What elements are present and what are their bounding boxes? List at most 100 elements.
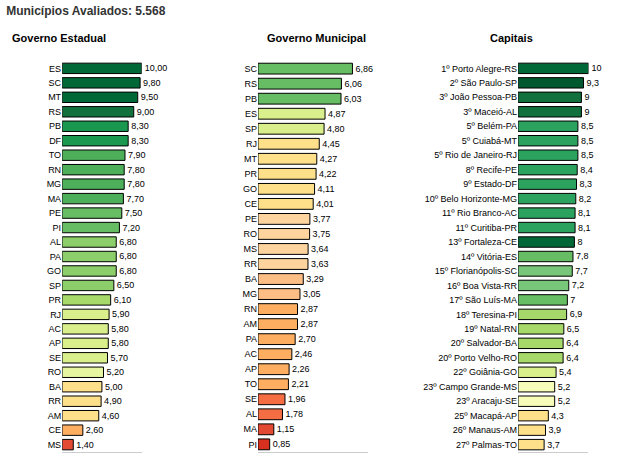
svg-text:2,87: 2,87 xyxy=(301,304,319,314)
svg-text:RR: RR xyxy=(244,259,257,269)
svg-text:BA: BA xyxy=(245,274,257,284)
svg-text:MG: MG xyxy=(242,289,257,299)
svg-text:8,5: 8,5 xyxy=(581,121,594,131)
svg-text:8,1: 8,1 xyxy=(578,223,591,233)
svg-text:16º Boa Vista-RR: 16º Boa Vista-RR xyxy=(447,281,518,291)
svg-text:AC: AC xyxy=(244,349,257,359)
svg-text:6,50: 6,50 xyxy=(117,280,135,290)
svg-text:2,26: 2,26 xyxy=(292,364,310,374)
svg-text:4,87: 4,87 xyxy=(328,109,346,119)
svg-text:10º Belo Horizonte-MG: 10º Belo Horizonte-MG xyxy=(425,194,517,204)
svg-text:8,1: 8,1 xyxy=(578,208,591,218)
svg-text:8: 8 xyxy=(577,237,582,247)
svg-text:9,50: 9,50 xyxy=(141,92,159,102)
svg-text:5,70: 5,70 xyxy=(110,353,128,363)
svg-text:Governo Municipal: Governo Municipal xyxy=(267,32,366,44)
svg-text:18º Teresina-PI: 18º Teresina-PI xyxy=(456,310,517,320)
svg-text:SE: SE xyxy=(245,394,257,404)
svg-text:1,96: 1,96 xyxy=(288,394,306,404)
svg-text:RJ: RJ xyxy=(50,310,61,320)
svg-text:14º Vitória-ES: 14º Vitória-ES xyxy=(461,252,517,262)
svg-text:5,90: 5,90 xyxy=(112,309,130,319)
svg-text:1,78: 1,78 xyxy=(285,409,303,419)
svg-text:7,2: 7,2 xyxy=(572,280,585,290)
svg-text:SE: SE xyxy=(49,353,61,363)
svg-text:4,45: 4,45 xyxy=(322,139,340,149)
svg-text:9,80: 9,80 xyxy=(143,78,161,88)
svg-text:6,80: 6,80 xyxy=(119,237,137,247)
svg-text:PR: PR xyxy=(244,169,257,179)
svg-text:9: 9 xyxy=(584,107,589,117)
svg-text:5,80: 5,80 xyxy=(111,324,129,334)
svg-text:3,29: 3,29 xyxy=(306,274,324,284)
svg-text:7,80: 7,80 xyxy=(127,179,145,189)
svg-text:27º Palmas-TO: 27º Palmas-TO xyxy=(456,440,517,450)
svg-text:4,27: 4,27 xyxy=(320,154,338,164)
svg-text:7,7: 7,7 xyxy=(575,266,588,276)
svg-text:AL: AL xyxy=(50,237,61,247)
svg-text:3,05: 3,05 xyxy=(303,289,321,299)
svg-text:RN: RN xyxy=(244,304,257,314)
svg-text:0,85: 0,85 xyxy=(273,439,291,449)
svg-text:2º São Paulo-SP: 2º São Paulo-SP xyxy=(450,78,517,88)
svg-text:10: 10 xyxy=(591,63,601,73)
svg-text:22º Goiânia-GO: 22º Goiânia-GO xyxy=(453,367,517,377)
svg-text:1,40: 1,40 xyxy=(76,440,94,450)
svg-text:PB: PB xyxy=(49,121,61,131)
svg-text:8,30: 8,30 xyxy=(131,121,149,131)
svg-text:4,80: 4,80 xyxy=(327,124,345,134)
svg-text:9º Estado-DF: 9º Estado-DF xyxy=(463,179,517,189)
svg-text:7,90: 7,90 xyxy=(128,150,146,160)
svg-text:3,7: 3,7 xyxy=(547,440,560,450)
svg-text:SP: SP xyxy=(245,124,257,134)
svg-text:6,06: 6,06 xyxy=(344,79,362,89)
svg-text:PI: PI xyxy=(53,223,62,233)
svg-text:MA: MA xyxy=(48,194,62,204)
svg-text:2,60: 2,60 xyxy=(86,425,104,435)
svg-text:19º Natal-RN: 19º Natal-RN xyxy=(464,324,517,334)
svg-text:AP: AP xyxy=(245,364,257,374)
svg-text:15º Florianópolis-SC: 15º Florianópolis-SC xyxy=(435,266,518,276)
svg-text:6,80: 6,80 xyxy=(119,266,137,276)
svg-text:10,00: 10,00 xyxy=(145,63,168,73)
svg-text:6,4: 6,4 xyxy=(566,353,579,363)
svg-text:5,2: 5,2 xyxy=(558,382,571,392)
svg-text:8,4: 8,4 xyxy=(580,165,593,175)
svg-text:20º Salvador-BA: 20º Salvador-BA xyxy=(451,338,517,348)
svg-text:1º Porto Alegre-RS: 1º Porto Alegre-RS xyxy=(441,64,517,74)
svg-text:7,20: 7,20 xyxy=(122,223,140,233)
svg-text:6,9: 6,9 xyxy=(570,309,583,319)
svg-text:RN: RN xyxy=(48,165,61,175)
svg-text:4,3: 4,3 xyxy=(551,411,564,421)
svg-text:SC: SC xyxy=(49,78,62,88)
svg-text:5º Cuiabá-MT: 5º Cuiabá-MT xyxy=(462,136,518,146)
svg-text:RR: RR xyxy=(48,396,61,406)
svg-text:PB: PB xyxy=(245,94,257,104)
svg-text:26º Manaus-AM: 26º Manaus-AM xyxy=(453,425,517,435)
svg-text:4,90: 4,90 xyxy=(104,396,122,406)
svg-text:6,80: 6,80 xyxy=(119,251,137,261)
svg-text:DF: DF xyxy=(49,136,61,146)
svg-text:5,00: 5,00 xyxy=(105,382,123,392)
svg-text:17º São Luís-MA: 17º São Luís-MA xyxy=(449,295,517,305)
svg-text:3,77: 3,77 xyxy=(313,214,331,224)
svg-text:6,86: 6,86 xyxy=(355,64,373,74)
svg-text:3,9: 3,9 xyxy=(549,425,562,435)
svg-text:1,15: 1,15 xyxy=(277,424,295,434)
svg-text:SC: SC xyxy=(244,64,257,74)
svg-text:7,8: 7,8 xyxy=(576,251,589,261)
svg-text:MT: MT xyxy=(48,92,61,102)
svg-text:MS: MS xyxy=(48,440,62,450)
svg-text:2,21: 2,21 xyxy=(291,379,309,389)
svg-text:PA: PA xyxy=(50,252,61,262)
svg-text:20º Porto Velho-RO: 20º Porto Velho-RO xyxy=(438,353,517,363)
svg-text:3,63: 3,63 xyxy=(311,259,329,269)
svg-text:MA: MA xyxy=(243,424,257,434)
svg-text:7: 7 xyxy=(570,295,575,305)
svg-text:Municípios Avaliados: 5.568: Municípios Avaliados: 5.568 xyxy=(6,4,165,18)
svg-text:ES: ES xyxy=(245,109,257,119)
svg-text:5,80: 5,80 xyxy=(111,338,129,348)
svg-text:7,80: 7,80 xyxy=(127,165,145,175)
svg-text:11º Curitiba-PR: 11º Curitiba-PR xyxy=(455,223,517,233)
svg-text:TO: TO xyxy=(49,150,61,160)
